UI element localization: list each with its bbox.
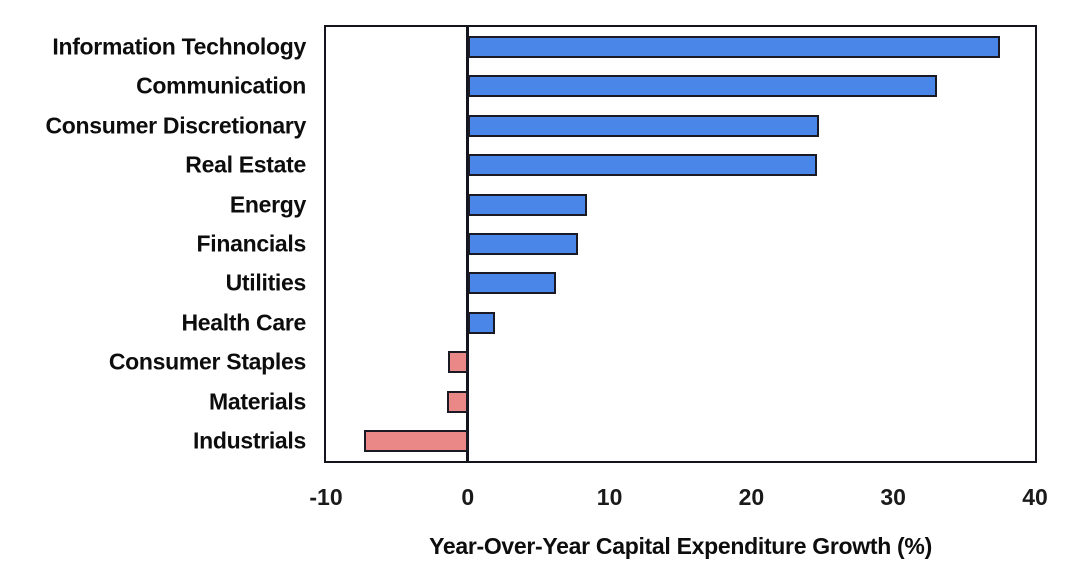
- category-label: Consumer Discretionary: [45, 112, 306, 139]
- category-label: Consumer Staples: [108, 348, 306, 375]
- plot-area: [324, 25, 1037, 463]
- bar-financials: [467, 233, 579, 255]
- bar-real-estate: [467, 154, 817, 177]
- bar-information-technology: [467, 35, 1000, 58]
- category-label: Information Technology: [52, 33, 306, 60]
- category-label: Industrials: [192, 427, 306, 454]
- x-tick-label: 20: [738, 484, 765, 510]
- bar-health-care: [467, 311, 495, 334]
- category-label: Communication: [136, 72, 306, 99]
- x-tick-label: 10: [596, 484, 623, 510]
- category-label: Real Estate: [185, 151, 306, 178]
- category-label: Energy: [229, 191, 306, 218]
- category-label: Materials: [208, 388, 306, 415]
- bar-communication: [467, 75, 938, 98]
- bar-consumer-discretionary: [467, 114, 820, 137]
- category-label: Health Care: [181, 309, 306, 336]
- bar-energy: [467, 193, 587, 216]
- bar-materials: [446, 390, 468, 413]
- x-tick-label: 40: [1022, 484, 1048, 510]
- bar-consumer-staples: [447, 351, 468, 374]
- x-tick-label: 30: [880, 484, 906, 510]
- x-tick-label: -10: [309, 484, 343, 510]
- bar-utilities: [467, 272, 556, 295]
- bar-industrials: [364, 430, 468, 453]
- x-axis-title: Year-Over-Year Capital Expenditure Growt…: [429, 533, 932, 559]
- category-label: Financials: [196, 230, 307, 257]
- x-tick-label: 0: [461, 484, 475, 510]
- category-label: Utilities: [225, 269, 307, 296]
